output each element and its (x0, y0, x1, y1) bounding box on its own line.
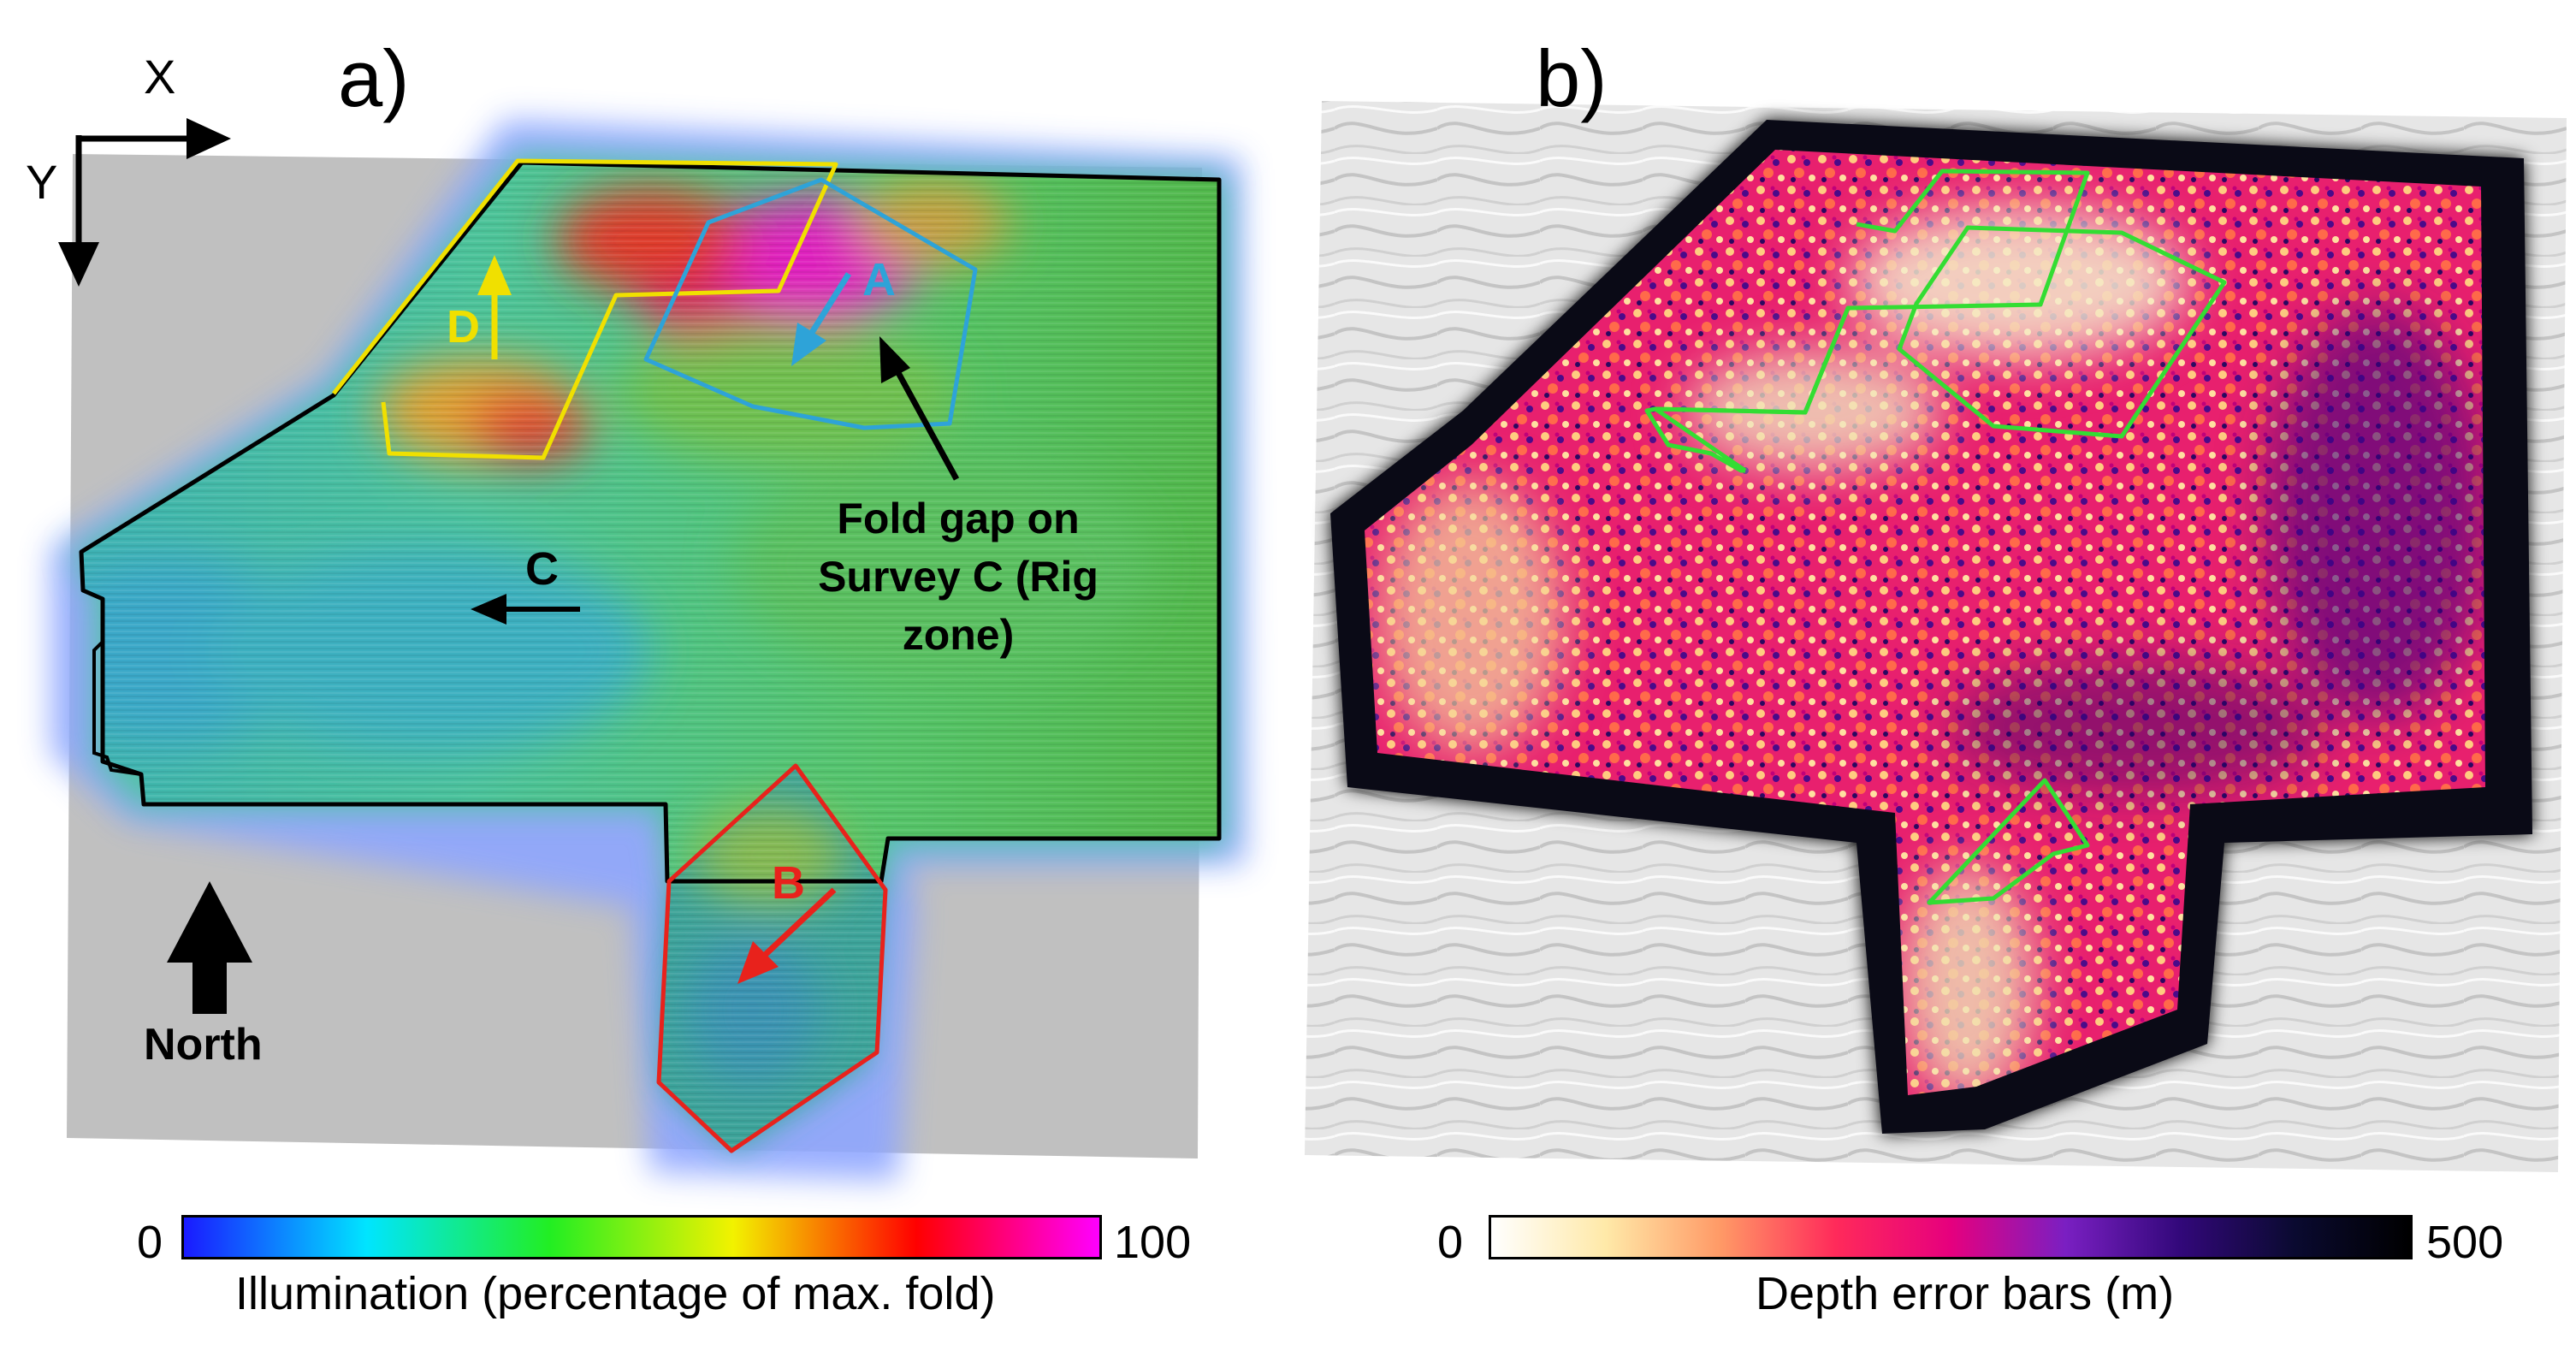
panel-b-survey-outlines (1644, 169, 2227, 905)
survey-d-outline (332, 158, 838, 460)
north-arrow-icon (167, 881, 252, 1014)
arrow-c (471, 594, 580, 625)
panel-a-label: a) (338, 33, 410, 123)
axis-x-label: X (144, 50, 176, 104)
colorbar-a (181, 1215, 1102, 1259)
survey-d-label: D (447, 301, 480, 353)
survey-b-label: B (772, 857, 805, 909)
colorbar-b-min: 0 (1437, 1217, 1464, 1268)
colorbar-b-title: Depth error bars (m) (1756, 1268, 2175, 1319)
colorbar-b (1489, 1215, 2413, 1259)
survey-b-outline (656, 763, 888, 1153)
fold-gap-annotation: Fold gap on Survey C (Rig zone) (770, 489, 1146, 664)
survey-a-label: A (862, 254, 896, 305)
colorbar-a-title: Illumination (percentage of max. fold) (235, 1268, 996, 1319)
arrow-b (737, 887, 837, 984)
fold-gap-arrow (879, 336, 960, 481)
colorbar-a-max: 100 (1114, 1217, 1192, 1268)
colorbar-a-min: 0 (137, 1217, 163, 1268)
survey-c-label: C (525, 543, 559, 595)
axis-arrows (58, 118, 231, 287)
annotation-line-1: Fold gap on (837, 495, 1080, 542)
arrow-d (477, 255, 512, 359)
annotation-line-3: zone) (902, 611, 1015, 659)
north-label: North (144, 1020, 263, 1070)
annotation-line-2: Survey C (Rig (818, 553, 1099, 601)
survey-a-outline (643, 177, 978, 430)
arrow-a (791, 272, 851, 366)
colorbar-b-max: 500 (2426, 1217, 2504, 1268)
panel-b-label: b) (1536, 33, 1608, 123)
axis-y-label: Y (26, 155, 58, 209)
